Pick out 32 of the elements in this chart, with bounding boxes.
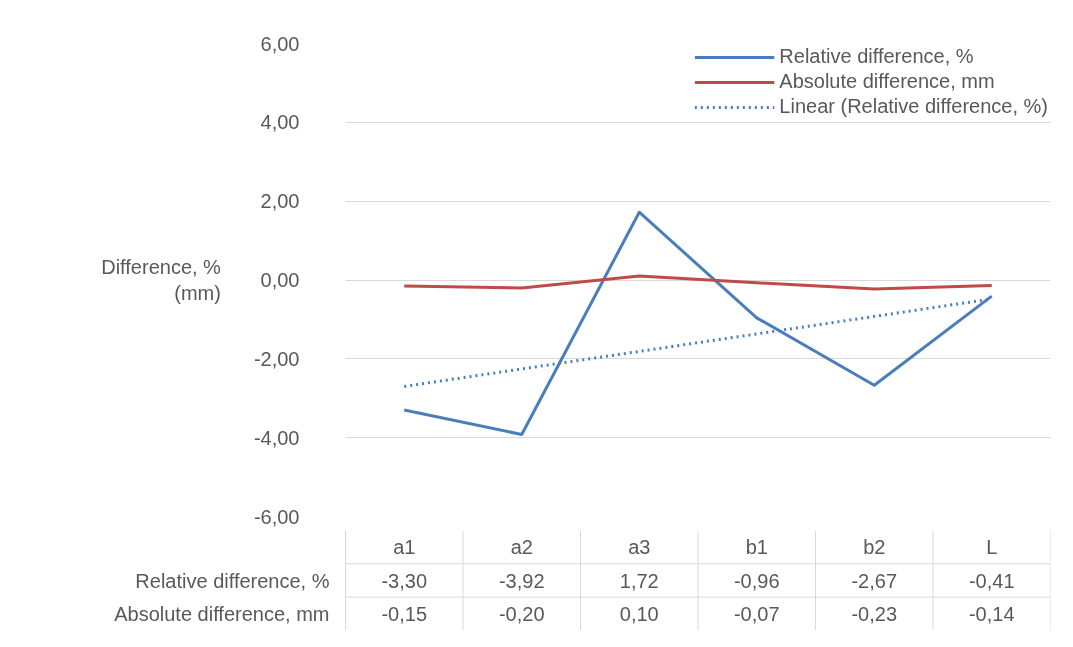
legend-label: Relative difference, % bbox=[779, 45, 974, 68]
y-tick-label: 4,00 bbox=[260, 111, 300, 134]
y-tick-label: 0,00 bbox=[260, 269, 300, 291]
data-label: -0,07 bbox=[733, 602, 780, 625]
data-label: -2,67 bbox=[851, 569, 898, 592]
data-label: -0,96 bbox=[733, 569, 780, 592]
data-label: -3,92 bbox=[498, 569, 545, 592]
x-tick-label: b1 bbox=[745, 536, 768, 559]
y-tick-label: -4,00 bbox=[253, 426, 300, 449]
data-label: 1,72 bbox=[619, 569, 659, 592]
data-label: -0,20 bbox=[498, 602, 545, 625]
text: Relative difference, % bbox=[135, 569, 330, 592]
legend-label: Linear (Relative difference, %) bbox=[779, 95, 1048, 118]
x-tick-label: a3 bbox=[628, 536, 651, 559]
y-tick-label: -6,00 bbox=[253, 505, 300, 528]
y-tick-label: 6,00 bbox=[260, 32, 300, 55]
x-tick-label: a2 bbox=[510, 536, 533, 559]
y-axis-title: Difference, % (mm) bbox=[101, 255, 222, 305]
data-label: 0,10 bbox=[619, 602, 659, 625]
data-label: -3,30 bbox=[381, 569, 428, 592]
y-tick-label: 2,00 bbox=[260, 190, 300, 213]
x-tick-label: a1 bbox=[393, 536, 416, 559]
data-label: -0,41 bbox=[968, 569, 1015, 592]
data-label: -0,23 bbox=[851, 602, 898, 625]
y-tick-label: -2,00 bbox=[253, 347, 300, 370]
x-tick-label: L bbox=[986, 536, 998, 559]
legend-label: Absolute difference, mm bbox=[779, 70, 995, 93]
text: Absolute difference, mm bbox=[114, 602, 330, 625]
data-label: -0,15 bbox=[381, 602, 428, 625]
data-label: -0,14 bbox=[968, 602, 1015, 625]
line-series bbox=[402, 274, 994, 291]
x-tick-label: b2 bbox=[863, 536, 886, 559]
